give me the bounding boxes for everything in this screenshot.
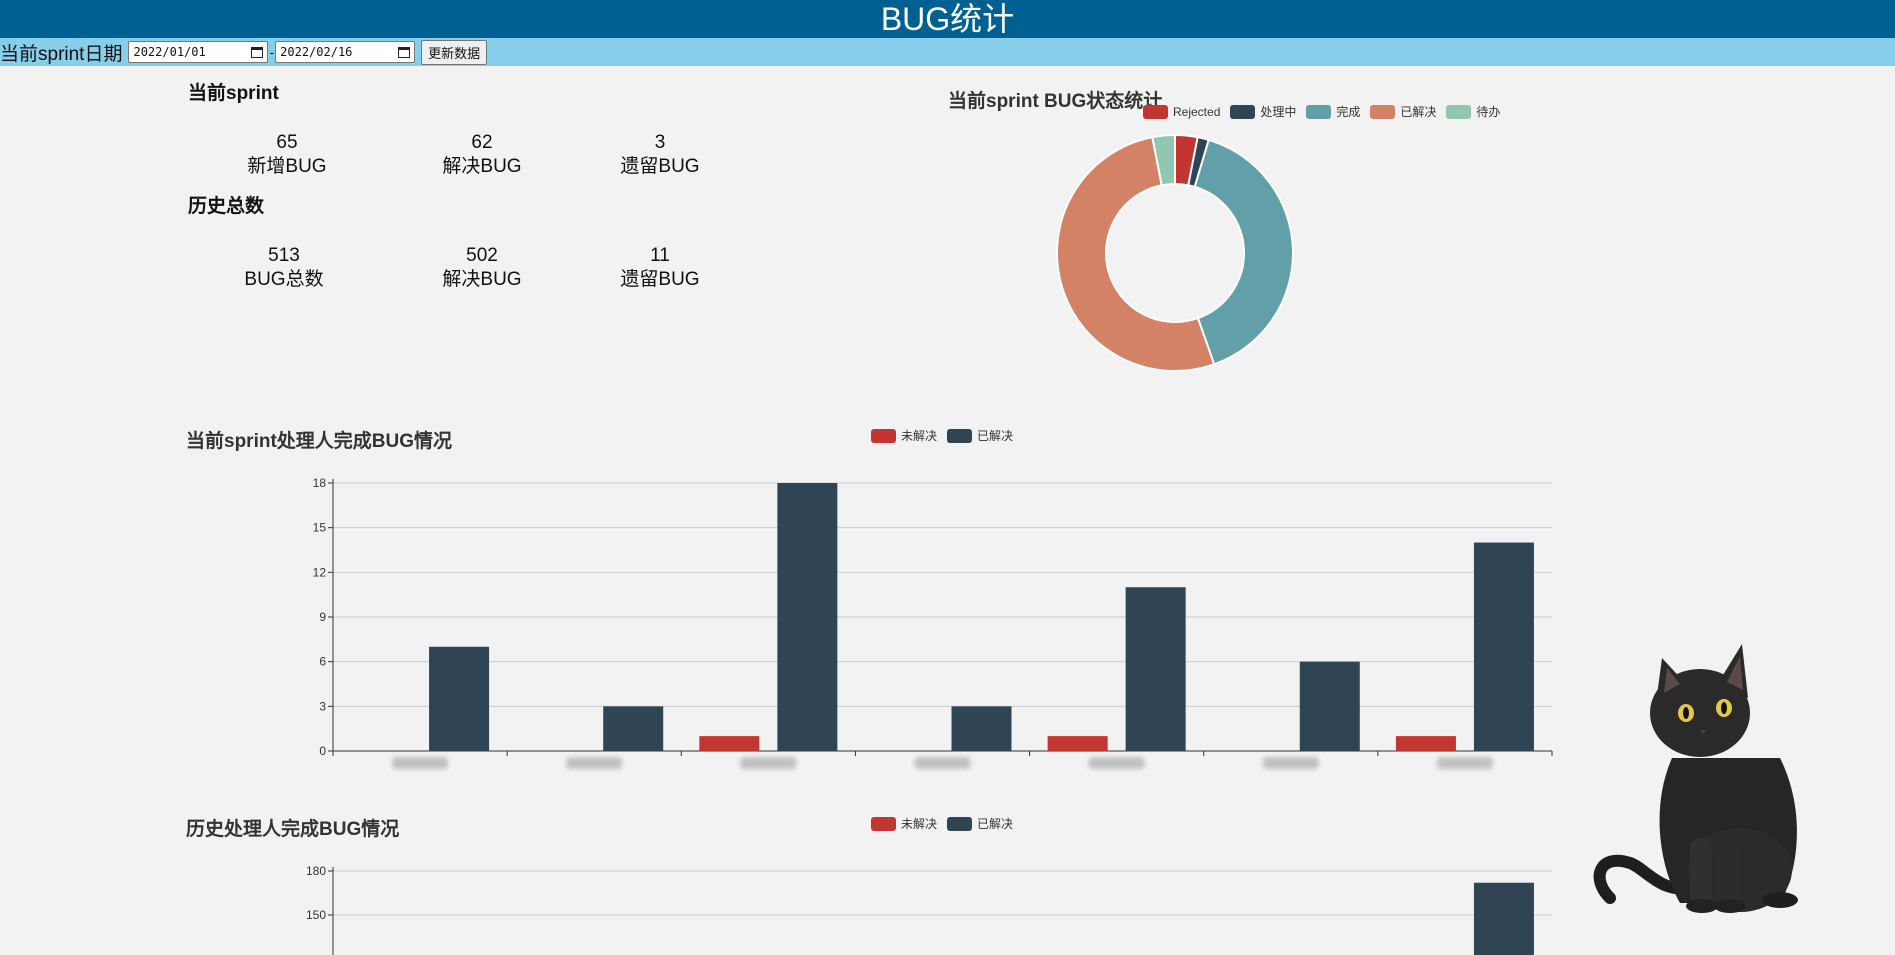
bar-chart-history: 150 180: [306, 864, 1552, 955]
x-category-label: [740, 757, 797, 769]
legend-swatch: [947, 816, 973, 831]
legend-swatch: [1446, 104, 1472, 119]
bar[interactable]: [1473, 542, 1534, 751]
stat-label: 解决BUG: [442, 269, 522, 290]
stat-value: 502: [466, 245, 498, 266]
bar[interactable]: [1473, 882, 1534, 955]
stat-value: 513: [268, 245, 300, 266]
legend-label: Rejected: [1173, 104, 1221, 119]
y-tick-label: 9: [319, 610, 326, 624]
pie-legend: Rejected 处理中 完成 已解决 待办: [1143, 103, 1510, 120]
stat-value: 62: [471, 132, 493, 153]
bar[interactable]: [603, 706, 664, 751]
legend-item[interactable]: 已解决: [1370, 103, 1436, 120]
stat-total-bugs: 513 BUG总数: [214, 244, 354, 292]
legend-swatch: [1230, 104, 1256, 119]
pie-slice[interactable]: [1151, 133, 1176, 187]
calendar-icon[interactable]: [251, 46, 264, 58]
stat-value: 65: [276, 132, 298, 153]
end-date-value: 2022/02/16: [280, 45, 353, 59]
x-category-label: [1436, 757, 1493, 769]
y-tick-label: 3: [319, 699, 326, 713]
legend-label: 完成: [1336, 105, 1361, 119]
legend-label: 已解决: [977, 817, 1014, 831]
update-data-button[interactable]: 更新数据: [421, 39, 488, 65]
bar[interactable]: [1125, 587, 1186, 751]
legend-label: 已解决: [1400, 105, 1437, 119]
stat-label: BUG总数: [244, 269, 324, 290]
current-sprint-title: 当前sprint: [188, 83, 279, 104]
legend-item[interactable]: 完成: [1306, 103, 1360, 120]
x-category-label: [914, 757, 971, 769]
legend-label: 未解决: [901, 429, 938, 443]
history-title: 历史总数: [188, 196, 265, 217]
date-toolbar: 当前sprint日期 2022/01/01 - 2022/02/16 更新数据: [0, 38, 1895, 66]
page-title: BUG统计: [880, 1, 1015, 37]
bar[interactable]: [777, 483, 838, 751]
legend-swatch: [871, 428, 896, 443]
bar-chart-current-legend: 未解决 已解决: [871, 427, 1023, 444]
legend-item[interactable]: Rejected: [1143, 104, 1221, 119]
sprint-date-label: 当前sprint日期: [0, 43, 123, 65]
bar[interactable]: [1395, 736, 1456, 751]
y-tick-label: 15: [313, 521, 327, 535]
black-cat-icon: [1593, 644, 1798, 913]
legend-swatch: [947, 428, 973, 443]
x-category-label: [566, 757, 623, 769]
x-category-label: [1262, 757, 1319, 769]
legend-item[interactable]: 未解决: [871, 427, 937, 444]
stat-history-remaining: 11 遗留BUG: [590, 244, 730, 292]
pie-chart-title: 当前sprint BUG状态统计: [948, 91, 1163, 112]
end-date-input[interactable]: 2022/02/16: [275, 41, 416, 63]
x-category-label: [392, 757, 449, 769]
bar[interactable]: [951, 706, 1012, 751]
legend-item[interactable]: 未解决: [871, 815, 937, 832]
y-tick-label: 6: [319, 655, 326, 669]
y-tick-label: 12: [313, 565, 327, 579]
y-tick-label: 18: [313, 476, 327, 490]
stat-value: 11: [650, 245, 670, 266]
bar[interactable]: [1047, 736, 1108, 751]
calendar-icon[interactable]: [398, 46, 411, 58]
legend-label: 未解决: [901, 817, 938, 831]
bar[interactable]: [1299, 661, 1360, 751]
bar[interactable]: [429, 646, 490, 751]
stat-label: 遗留BUG: [620, 156, 700, 177]
legend-item[interactable]: 已解决: [947, 427, 1013, 444]
legend-label: 已解决: [977, 429, 1014, 443]
date-range-dash: -: [269, 44, 275, 60]
y-tick-label: 0: [319, 744, 326, 758]
legend-swatch: [1306, 104, 1332, 119]
legend-swatch: [1143, 104, 1168, 119]
legend-item[interactable]: 已解决: [947, 815, 1013, 832]
stat-label: 新增BUG: [247, 156, 327, 177]
stat-label: 遗留BUG: [620, 269, 700, 290]
pie-slice[interactable]: [1193, 138, 1294, 366]
legend-label: 处理中: [1260, 105, 1297, 119]
bar-chart-history-title: 历史处理人完成BUG情况: [186, 819, 400, 840]
y-tick-label: 180: [306, 864, 326, 878]
legend-swatch: [871, 816, 896, 831]
stat-remaining-bugs: 3 遗留BUG: [590, 131, 730, 179]
bar-chart-history-legend: 未解决 已解决: [871, 815, 1023, 832]
bar-chart-current-title: 当前sprint处理人完成BUG情况: [186, 431, 453, 452]
start-date-input[interactable]: 2022/01/01: [128, 41, 269, 63]
legend-item[interactable]: 处理中: [1230, 103, 1296, 120]
stat-history-resolved: 502 解决BUG: [412, 244, 552, 292]
pie-slice[interactable]: [1056, 136, 1216, 372]
x-category-label: [1088, 757, 1145, 769]
bar-chart-current: 0 3 6 9 12 15 18: [313, 476, 1553, 769]
donut-chart: [1056, 133, 1294, 372]
y-tick-label: 150: [306, 908, 326, 922]
stat-value: 3: [654, 132, 666, 153]
legend-label: 待办: [1476, 105, 1501, 119]
start-date-value: 2022/01/01: [133, 45, 206, 59]
legend-item[interactable]: 待办: [1446, 103, 1500, 120]
legend-swatch: [1370, 104, 1396, 119]
bar[interactable]: [699, 736, 760, 751]
page-header: BUG统计: [0, 0, 1895, 38]
stat-label: 解决BUG: [442, 156, 522, 177]
stat-resolved-bugs: 62 解决BUG: [412, 131, 552, 179]
stat-new-bugs: 65 新增BUG: [217, 131, 357, 179]
